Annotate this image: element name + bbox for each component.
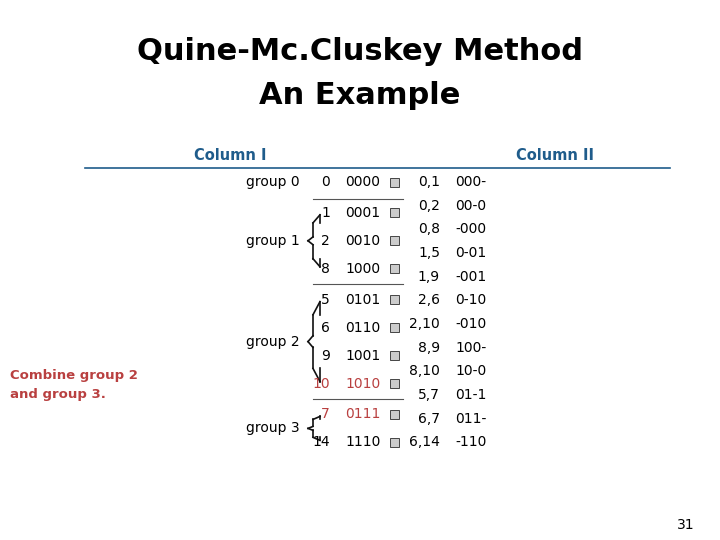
Text: 0101: 0101 <box>345 293 380 307</box>
FancyBboxPatch shape <box>390 379 398 388</box>
Text: An Example: An Example <box>259 80 461 110</box>
Text: 8,10: 8,10 <box>409 364 440 379</box>
FancyBboxPatch shape <box>390 438 398 447</box>
FancyBboxPatch shape <box>390 351 398 360</box>
Text: 6,14: 6,14 <box>409 435 440 449</box>
Text: 7: 7 <box>321 407 330 421</box>
Text: group 0: group 0 <box>246 175 300 189</box>
Text: 2: 2 <box>321 234 330 248</box>
FancyBboxPatch shape <box>390 208 398 217</box>
Text: Column II: Column II <box>516 147 594 163</box>
Text: 1010: 1010 <box>345 376 380 390</box>
Text: Column I: Column I <box>194 147 266 163</box>
Text: 1110: 1110 <box>345 435 380 449</box>
Text: -010: -010 <box>455 317 486 331</box>
Text: 00-0: 00-0 <box>455 199 486 213</box>
Text: 1001: 1001 <box>345 349 380 362</box>
Text: 011-: 011- <box>455 411 487 426</box>
FancyBboxPatch shape <box>390 178 398 186</box>
Text: 6,7: 6,7 <box>418 411 440 426</box>
Text: 0010: 0010 <box>345 234 380 248</box>
Text: 2,10: 2,10 <box>409 317 440 331</box>
Text: 5: 5 <box>321 293 330 307</box>
Text: 0110: 0110 <box>345 321 380 335</box>
Text: -001: -001 <box>455 269 486 284</box>
Text: group 3: group 3 <box>246 421 300 435</box>
FancyBboxPatch shape <box>390 264 398 273</box>
Text: Quine-Mc.Cluskey Method: Quine-Mc.Cluskey Method <box>137 37 583 66</box>
Text: 1,5: 1,5 <box>418 246 440 260</box>
Text: 1000: 1000 <box>345 262 380 276</box>
Text: 2,6: 2,6 <box>418 293 440 307</box>
Text: 0-01: 0-01 <box>455 246 486 260</box>
Text: 14: 14 <box>312 435 330 449</box>
Text: 1,9: 1,9 <box>418 269 440 284</box>
Text: 10: 10 <box>312 376 330 390</box>
Text: 0,1: 0,1 <box>418 175 440 189</box>
Text: 0111: 0111 <box>345 407 380 421</box>
FancyBboxPatch shape <box>390 410 398 419</box>
Text: 0-10: 0-10 <box>455 293 486 307</box>
FancyBboxPatch shape <box>390 237 398 245</box>
Text: 000-: 000- <box>455 175 486 189</box>
Text: 6: 6 <box>321 321 330 335</box>
Text: 9: 9 <box>321 349 330 362</box>
Text: group 2: group 2 <box>246 335 300 349</box>
Text: -110: -110 <box>455 435 487 449</box>
Text: 10-0: 10-0 <box>455 364 486 379</box>
Text: 0001: 0001 <box>345 206 380 220</box>
Text: 8: 8 <box>321 262 330 276</box>
Text: 100-: 100- <box>455 341 486 355</box>
Text: -000: -000 <box>455 222 486 237</box>
Text: 01-1: 01-1 <box>455 388 487 402</box>
Text: 0: 0 <box>321 175 330 189</box>
Text: 0,8: 0,8 <box>418 222 440 237</box>
Text: 0,2: 0,2 <box>418 199 440 213</box>
Text: 5,7: 5,7 <box>418 388 440 402</box>
Text: 0000: 0000 <box>345 175 380 189</box>
Text: group 1: group 1 <box>246 234 300 248</box>
Text: 1: 1 <box>321 206 330 220</box>
Text: 31: 31 <box>678 518 695 532</box>
FancyBboxPatch shape <box>390 323 398 332</box>
Text: Combine group 2
and group 3.: Combine group 2 and group 3. <box>10 369 138 401</box>
Text: 8,9: 8,9 <box>418 341 440 355</box>
FancyBboxPatch shape <box>390 295 398 304</box>
